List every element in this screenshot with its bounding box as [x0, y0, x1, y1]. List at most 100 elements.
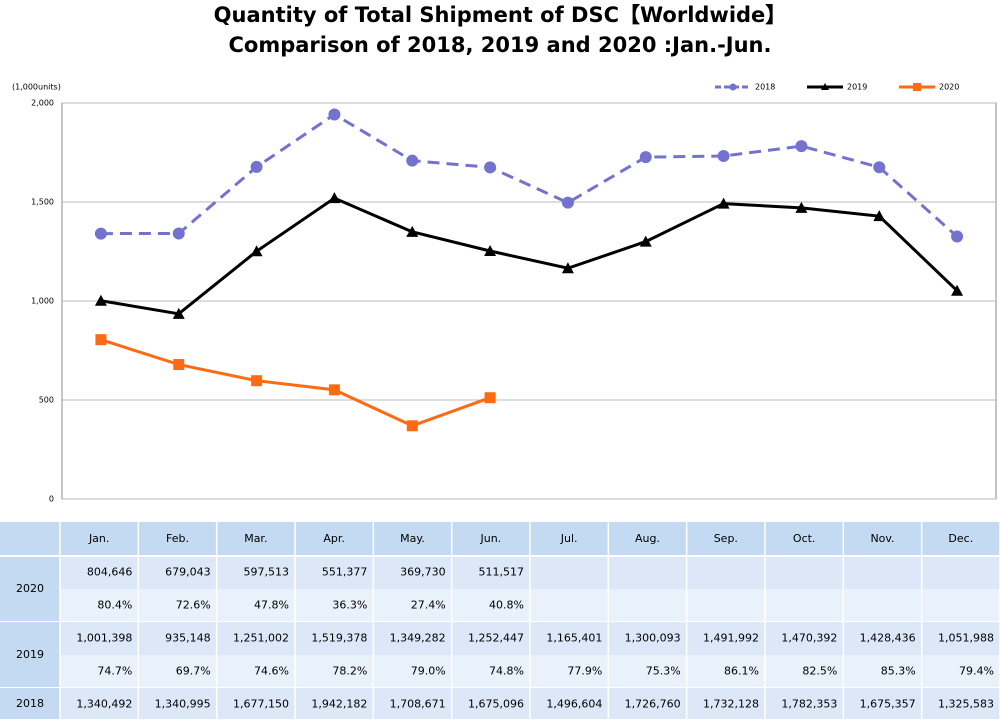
table-cell: 1,252,447 — [468, 632, 524, 645]
point — [328, 192, 341, 204]
table-cell: 69.7% — [176, 665, 211, 678]
point — [717, 197, 730, 209]
table-cell: 1,519,378 — [311, 632, 367, 645]
legend-marker — [821, 83, 829, 90]
table-cell: 1,732,128 — [703, 698, 759, 711]
table-cell: 1,428,436 — [860, 632, 916, 645]
table-cell: 86.1% — [724, 665, 759, 678]
table-cell: 1,726,760 — [625, 698, 681, 711]
point — [406, 154, 419, 167]
table-cell: 74.8% — [489, 665, 524, 678]
table-cell: 1,942,182 — [311, 698, 367, 711]
point — [795, 140, 808, 153]
table-cell: 1,675,096 — [468, 698, 524, 711]
table-header: Mar. — [244, 532, 267, 545]
table-cell: 1,340,492 — [76, 698, 132, 711]
y-tick-label: 0 — [49, 495, 54, 504]
table-cell: 40.8% — [489, 599, 524, 612]
point — [173, 359, 185, 371]
point — [94, 294, 107, 306]
point — [951, 284, 964, 296]
table-header: Jan. — [88, 532, 109, 545]
point — [250, 245, 263, 257]
table-cell: 511,517 — [479, 566, 525, 579]
table-cell: 804,646 — [87, 566, 133, 579]
table-cell: 80.4% — [97, 599, 132, 612]
table-row-label-bg — [0, 622, 60, 688]
point — [328, 384, 340, 396]
point — [328, 108, 341, 121]
table-header: Apr. — [323, 532, 345, 545]
table-cell: 36.3% — [332, 599, 367, 612]
table-cell: 1,677,150 — [233, 698, 289, 711]
table-cell: 1,675,357 — [860, 698, 916, 711]
y-axis-label: (1,000units) — [12, 83, 61, 92]
series-line — [100, 112, 959, 238]
chart-subtitle: Comparison of 2018, 2019 and 2020 :Jan.-… — [229, 33, 772, 57]
legend-label: 2020 — [939, 83, 959, 92]
table-cell: 679,043 — [165, 566, 211, 579]
table-header: Feb. — [166, 532, 189, 545]
table-cell: 74.7% — [97, 665, 132, 678]
table-cell: 1,001,398 — [76, 632, 132, 645]
table-cell: 75.3% — [646, 665, 681, 678]
table-cell: 1,349,282 — [390, 632, 446, 645]
table-cell: 79.4% — [959, 665, 994, 678]
legend-label: 2018 — [755, 83, 775, 92]
table-cell: 1,165,401 — [546, 632, 602, 645]
point — [484, 392, 496, 404]
table-cell: 1,496,604 — [546, 698, 602, 711]
table-cell: 935,148 — [165, 632, 211, 645]
legend-marker — [913, 83, 921, 91]
point — [484, 245, 497, 257]
point — [795, 201, 808, 213]
table-header-bg — [0, 522, 1000, 556]
table-cell: 1,491,992 — [703, 632, 759, 645]
y-tick-label: 2,000 — [31, 99, 54, 108]
point — [717, 150, 730, 163]
table-cell: 1,051,988 — [938, 632, 994, 645]
point — [94, 227, 107, 240]
table-cell: 27.4% — [411, 599, 446, 612]
table-cell: 1,325,583 — [938, 698, 994, 711]
table-header: Dec. — [948, 532, 973, 545]
table-header: Nov. — [870, 532, 894, 545]
point — [172, 307, 185, 319]
table-cell: 78.2% — [332, 665, 367, 678]
point — [561, 196, 574, 209]
y-tick-label: 1,000 — [31, 297, 54, 306]
point — [561, 262, 574, 274]
table-cell: 1,782,353 — [781, 698, 837, 711]
point — [95, 334, 107, 346]
table-row-label: 2019 — [16, 648, 44, 661]
legend-marker — [729, 83, 737, 91]
y-tick-label: 1,500 — [31, 198, 54, 207]
table-row-label-bg — [0, 688, 60, 720]
point — [951, 230, 964, 243]
table-cell: 1,340,995 — [155, 698, 211, 711]
legend-label: 2019 — [847, 83, 867, 92]
point — [406, 225, 419, 237]
point — [172, 227, 185, 240]
series-line — [100, 338, 491, 428]
point — [873, 161, 886, 174]
point — [873, 210, 886, 222]
series-line — [100, 196, 959, 316]
table-row-label: 2020 — [16, 582, 44, 595]
table-row-label-bg — [0, 556, 60, 622]
table-header: Oct. — [793, 532, 816, 545]
table-cell: 79.0% — [411, 665, 446, 678]
point — [406, 420, 418, 432]
point — [250, 160, 263, 173]
y-tick-label: 500 — [39, 396, 54, 405]
table-cell: 85.3% — [881, 665, 916, 678]
table-cell: 74.6% — [254, 665, 289, 678]
point — [251, 375, 263, 387]
point — [639, 235, 652, 247]
table-header: Sep. — [714, 532, 738, 545]
table-cell: 1,470,392 — [781, 632, 837, 645]
table-cell: 1,708,671 — [390, 698, 446, 711]
table-header: May. — [400, 532, 425, 545]
table-cell: 72.6% — [176, 599, 211, 612]
